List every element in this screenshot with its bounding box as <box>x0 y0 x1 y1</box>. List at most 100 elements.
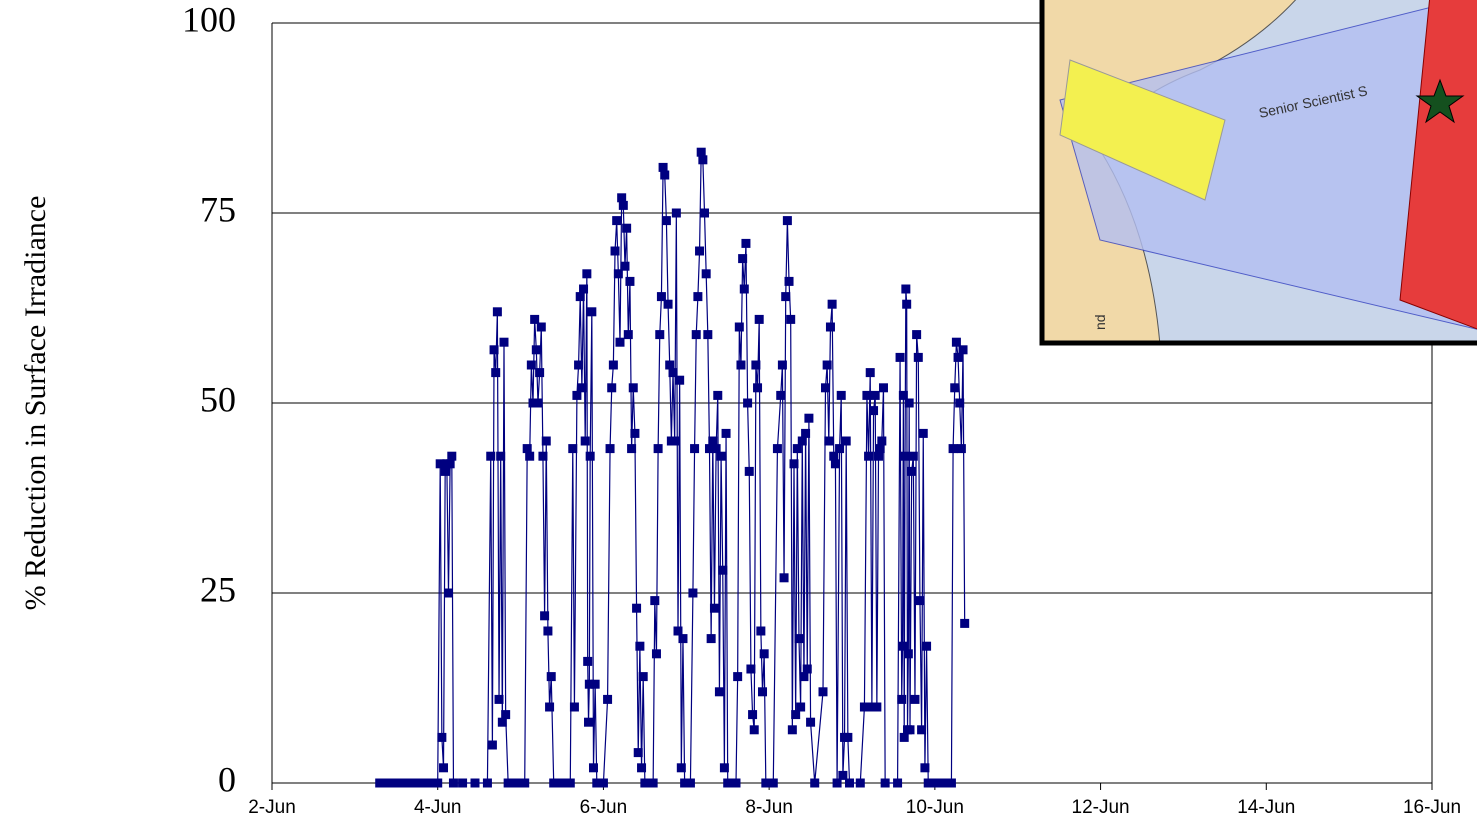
data-marker <box>917 725 926 734</box>
x-tick-label: 2-Jun <box>248 797 296 818</box>
data-marker <box>625 277 634 286</box>
data-marker <box>677 763 686 772</box>
y-axis-label: % Reduction in Surface Irradiance <box>19 196 52 611</box>
data-marker <box>910 695 919 704</box>
y-tick-label: 0 <box>218 759 236 799</box>
data-marker <box>662 216 671 225</box>
data-marker <box>417 779 426 788</box>
data-marker <box>823 361 832 370</box>
data-marker <box>843 733 852 742</box>
data-marker <box>570 703 579 712</box>
data-marker <box>828 300 837 309</box>
data-marker <box>603 695 612 704</box>
data-marker <box>537 323 546 332</box>
data-marker <box>879 383 888 392</box>
data-marker <box>672 209 681 218</box>
data-marker <box>949 444 958 453</box>
data-marker <box>786 315 795 324</box>
data-marker <box>919 429 928 438</box>
data-marker <box>778 361 787 370</box>
data-marker <box>866 368 875 377</box>
data-marker <box>568 444 577 453</box>
data-marker <box>790 459 799 468</box>
data-marker <box>493 307 502 316</box>
data-marker <box>491 368 500 377</box>
data-marker <box>637 763 646 772</box>
data-marker <box>769 779 778 788</box>
data-marker <box>901 285 910 294</box>
data-marker <box>527 361 536 370</box>
data-marker <box>897 695 906 704</box>
data-marker <box>695 247 704 256</box>
data-marker <box>566 779 575 788</box>
data-marker <box>449 779 458 788</box>
data-marker <box>408 779 417 788</box>
data-marker <box>715 687 724 696</box>
data-marker <box>740 285 749 294</box>
data-marker <box>587 307 596 316</box>
data-marker <box>915 596 924 605</box>
data-marker <box>622 224 631 233</box>
data-marker <box>437 733 446 742</box>
data-marker <box>582 269 591 278</box>
data-marker <box>912 330 921 339</box>
data-marker <box>549 779 558 788</box>
data-marker <box>842 437 851 446</box>
data-marker <box>748 710 757 719</box>
data-marker <box>433 779 442 788</box>
data-marker <box>930 779 939 788</box>
data-marker <box>512 779 521 788</box>
data-marker <box>700 209 709 218</box>
data-marker <box>803 665 812 674</box>
data-marker <box>758 687 767 696</box>
data-marker <box>959 345 968 354</box>
x-tick-label: 16-Jun <box>1403 797 1461 818</box>
data-marker <box>862 391 871 400</box>
data-marker <box>619 201 628 210</box>
data-marker <box>713 391 722 400</box>
data-marker <box>745 467 754 476</box>
x-tick-label: 10-Jun <box>906 797 964 818</box>
data-line <box>380 152 965 783</box>
data-marker <box>907 467 916 476</box>
data-marker <box>760 649 769 658</box>
data-marker <box>692 330 701 339</box>
data-marker <box>533 399 542 408</box>
data-marker <box>893 779 902 788</box>
data-marker <box>500 338 509 347</box>
data-marker <box>525 452 534 461</box>
data-marker <box>733 672 742 681</box>
data-marker <box>781 292 790 301</box>
data-marker <box>738 254 747 263</box>
data-marker <box>678 634 687 643</box>
data-marker <box>543 627 552 636</box>
data-marker <box>686 779 695 788</box>
data-marker <box>574 361 583 370</box>
data-marker <box>723 779 732 788</box>
data-marker <box>501 710 510 719</box>
y-tick-label: 75 <box>200 189 236 229</box>
data-marker <box>950 383 959 392</box>
data-marker <box>736 361 745 370</box>
data-marker <box>649 779 658 788</box>
data-marker <box>458 779 467 788</box>
data-marker <box>612 216 621 225</box>
data-marker <box>624 330 633 339</box>
data-marker <box>869 406 878 415</box>
data-marker <box>629 383 638 392</box>
data-marker <box>589 763 598 772</box>
data-marker <box>955 399 964 408</box>
data-marker <box>796 703 805 712</box>
data-marker <box>810 779 819 788</box>
data-marker <box>664 300 673 309</box>
inset-map: Senior Scientist S nd <box>1040 0 1477 345</box>
data-marker <box>906 725 915 734</box>
x-tick-label: 14-Jun <box>1237 797 1295 818</box>
data-marker <box>655 330 664 339</box>
data-marker <box>750 725 759 734</box>
data-marker <box>375 779 384 788</box>
data-marker <box>773 444 782 453</box>
data-marker <box>741 239 750 248</box>
data-marker <box>675 376 684 385</box>
data-marker <box>732 779 741 788</box>
